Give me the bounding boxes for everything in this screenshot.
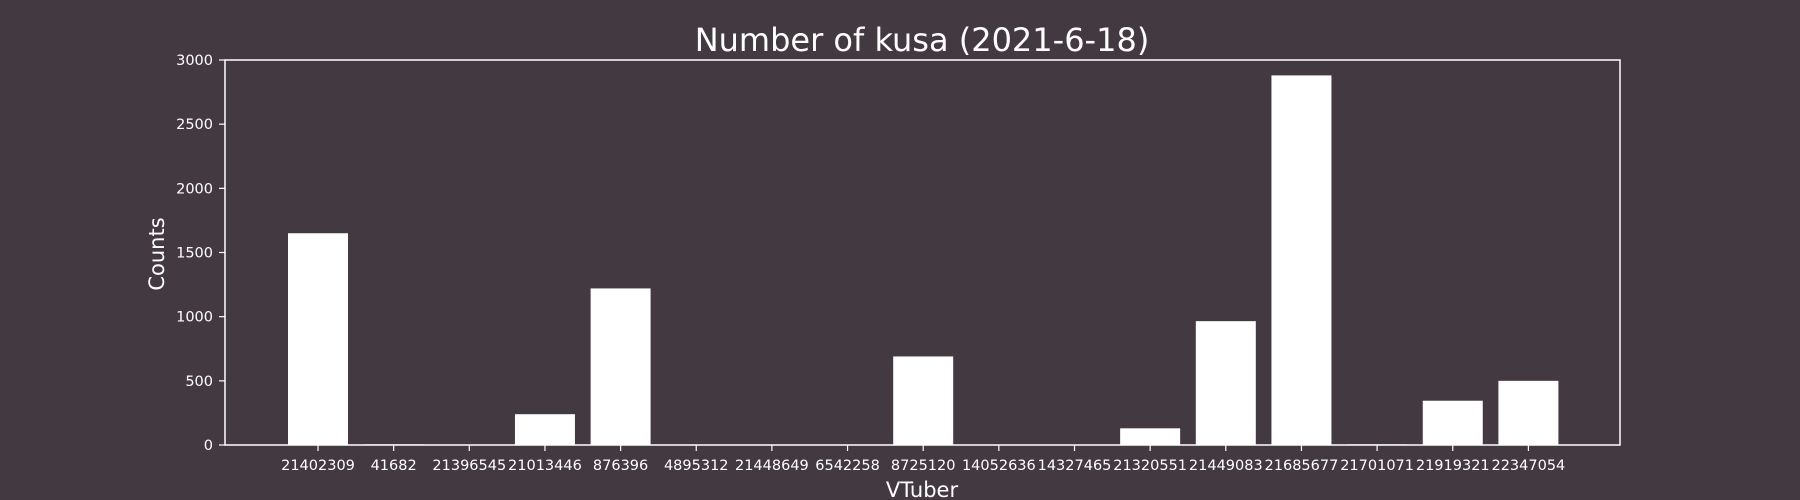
- bar: [590, 288, 651, 445]
- x-tick-label: 21919321: [1416, 458, 1490, 474]
- x-tick-label: 21013446: [508, 458, 582, 474]
- bar: [1498, 380, 1559, 445]
- x-tick-label: 21448649: [735, 458, 809, 474]
- bar: [1195, 321, 1256, 445]
- x-axis-label: VTuber: [886, 478, 959, 500]
- x-tick-label: 14052636: [962, 458, 1036, 474]
- x-tick-label: 6542258: [815, 458, 880, 474]
- x-tick-label: 22347054: [1491, 458, 1565, 474]
- bar: [1120, 428, 1181, 445]
- chart-title: Number of kusa (2021-6-18): [695, 21, 1150, 59]
- x-tick-label: 21396545: [432, 458, 506, 474]
- bar: [288, 233, 348, 445]
- y-axis-label: Counts: [145, 217, 169, 290]
- x-tick-label: 41682: [371, 458, 417, 474]
- x-tick-label: 21701071: [1340, 458, 1414, 474]
- bars: [288, 75, 1559, 446]
- x-tick-label: 21402309: [281, 458, 355, 474]
- x-axis: 21402309 41682 21396545 21013446 876396 48953…: [281, 445, 1565, 474]
- bar: [893, 356, 954, 445]
- x-tick-label: 21685677: [1265, 458, 1339, 474]
- x-tick-label: 21320551: [1113, 458, 1187, 474]
- y-tick-label: 1000: [176, 310, 213, 326]
- y-tick-label: 2000: [176, 181, 213, 197]
- bar: [1271, 75, 1332, 446]
- y-tick-label: 1500: [176, 246, 213, 262]
- bar: [1347, 444, 1408, 445]
- x-tick-label: 876396: [593, 458, 648, 474]
- bar: [514, 414, 575, 445]
- x-tick-label: 8725120: [891, 458, 956, 474]
- x-tick-label: 14327465: [1038, 458, 1112, 474]
- x-tick-label: 4895312: [664, 458, 729, 474]
- bar: [1422, 400, 1483, 445]
- y-tick-label: 500: [185, 374, 213, 390]
- bar: [363, 444, 424, 445]
- y-tick-label: 0: [204, 438, 213, 454]
- x-tick-label: 21449083: [1189, 458, 1263, 474]
- y-tick-label: 3000: [176, 53, 213, 69]
- y-tick-label: 2500: [176, 117, 213, 133]
- y-axis: 0 500 1000 1500 2000 2500 3000: [176, 53, 225, 454]
